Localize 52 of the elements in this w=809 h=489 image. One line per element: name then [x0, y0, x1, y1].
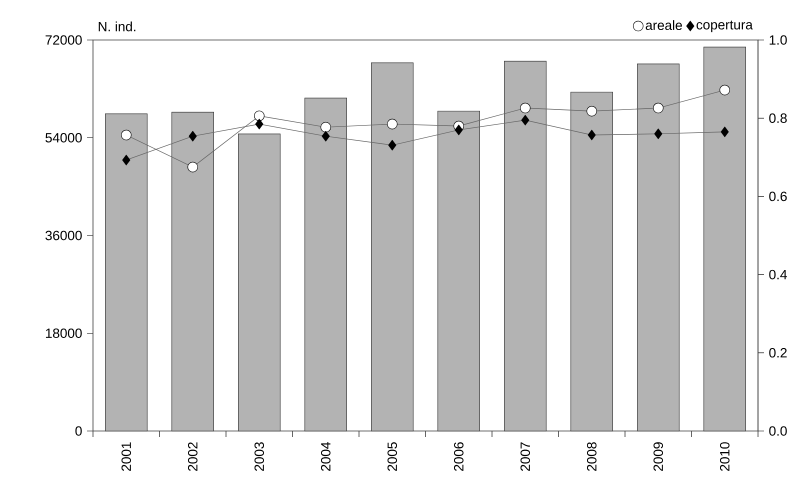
x-tick-label: 2006 — [454, 442, 464, 471]
y-tick-label: 72000 — [46, 35, 82, 45]
y-tick-label: 18000 — [46, 328, 82, 338]
point — [588, 130, 596, 140]
x-tick-label: 2008 — [586, 442, 597, 471]
point — [586, 106, 598, 116]
point — [520, 102, 531, 114]
bar — [304, 98, 348, 432]
y2-tick-label: 0.0 — [769, 426, 787, 436]
y2-tick-label: 0.2 — [769, 348, 787, 358]
x-tick-label: 2004 — [320, 442, 331, 471]
x-tick-label: 2001 — [121, 442, 132, 471]
x-tick-label: 2007 — [520, 442, 530, 471]
y2-tick-label: 0.6 — [769, 192, 787, 202]
bar — [504, 60, 547, 432]
y-tick-label: 54000 — [45, 132, 82, 142]
x-tick-label: 2002 — [188, 442, 198, 471]
point — [388, 140, 396, 150]
x-tick-label: 2009 — [654, 442, 664, 471]
y-axis-title: N. ind. — [98, 21, 136, 32]
point — [255, 118, 264, 130]
bar — [238, 134, 281, 432]
y2-tick-label: 0.4 — [769, 270, 787, 280]
point — [322, 130, 330, 142]
x-tick-label: 2005 — [387, 442, 398, 471]
y-tick-label: 36000 — [45, 230, 82, 240]
point — [188, 130, 197, 142]
point — [719, 84, 730, 96]
x-tick-label: 2003 — [254, 442, 264, 471]
legend-label: copertura — [696, 20, 753, 32]
bar — [105, 114, 148, 432]
bar — [172, 112, 214, 432]
y-tick-label: 0 — [75, 426, 82, 436]
point — [654, 128, 662, 140]
point — [120, 130, 132, 140]
bar — [371, 62, 414, 432]
x-tick-label: 2010 — [720, 442, 730, 471]
point — [320, 122, 332, 132]
bar — [438, 110, 480, 432]
point — [521, 114, 530, 126]
point — [454, 124, 463, 136]
point — [720, 126, 729, 138]
point — [122, 154, 130, 166]
y2-tick-label: 0.8 — [769, 113, 787, 123]
point — [187, 162, 198, 172]
point — [652, 102, 664, 114]
point — [386, 118, 398, 130]
bar — [570, 92, 614, 432]
bar — [637, 64, 680, 432]
legend-label: areale — [646, 20, 682, 30]
y2-tick-label: 1.0 — [770, 35, 787, 45]
bar — [704, 46, 746, 432]
